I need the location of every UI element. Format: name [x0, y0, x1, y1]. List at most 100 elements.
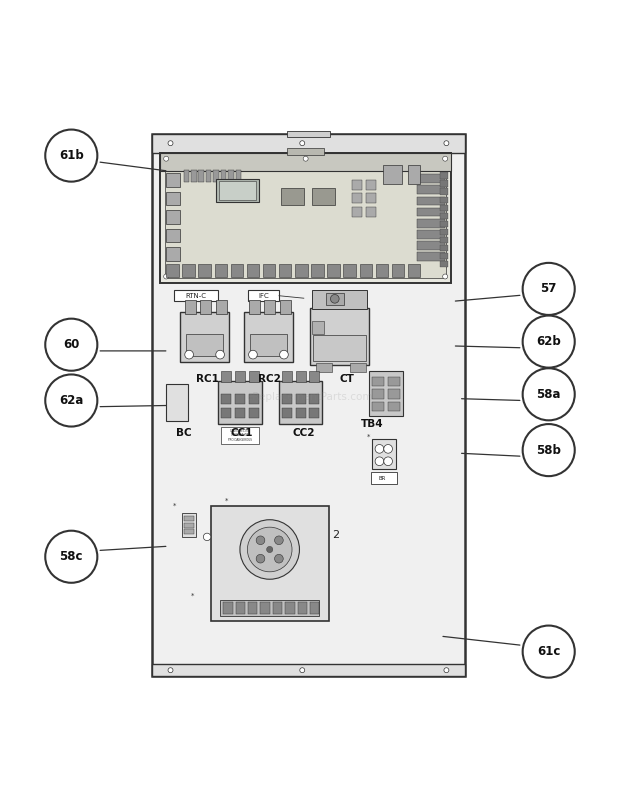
FancyBboxPatch shape — [296, 408, 306, 418]
Text: CT: CT — [340, 374, 355, 384]
FancyBboxPatch shape — [231, 264, 243, 276]
FancyBboxPatch shape — [213, 170, 219, 183]
FancyBboxPatch shape — [282, 408, 292, 418]
Text: 57: 57 — [541, 283, 557, 296]
Circle shape — [444, 668, 449, 673]
Circle shape — [300, 141, 305, 146]
Text: CC1: CC1 — [231, 429, 253, 438]
FancyBboxPatch shape — [221, 170, 226, 183]
Circle shape — [384, 457, 392, 465]
FancyBboxPatch shape — [174, 290, 218, 301]
Text: 62b: 62b — [536, 335, 561, 348]
FancyBboxPatch shape — [311, 264, 324, 276]
Circle shape — [256, 554, 265, 563]
FancyBboxPatch shape — [372, 377, 384, 386]
Circle shape — [523, 626, 575, 678]
Circle shape — [375, 457, 384, 465]
FancyBboxPatch shape — [166, 264, 179, 276]
FancyBboxPatch shape — [263, 264, 275, 276]
Text: 60: 60 — [63, 338, 79, 351]
FancyBboxPatch shape — [282, 394, 292, 405]
FancyBboxPatch shape — [312, 321, 324, 333]
Circle shape — [523, 368, 575, 421]
FancyBboxPatch shape — [166, 173, 180, 187]
Circle shape — [240, 520, 299, 579]
FancyBboxPatch shape — [200, 300, 211, 314]
FancyBboxPatch shape — [228, 170, 234, 183]
Circle shape — [384, 445, 392, 453]
FancyBboxPatch shape — [310, 308, 369, 364]
FancyBboxPatch shape — [417, 219, 445, 227]
Text: 61b: 61b — [59, 149, 84, 162]
FancyBboxPatch shape — [309, 371, 319, 382]
FancyBboxPatch shape — [352, 193, 362, 203]
Circle shape — [443, 156, 448, 161]
FancyBboxPatch shape — [371, 472, 397, 484]
FancyBboxPatch shape — [417, 230, 445, 239]
FancyBboxPatch shape — [417, 207, 445, 216]
Circle shape — [275, 554, 283, 563]
FancyBboxPatch shape — [372, 439, 396, 469]
FancyBboxPatch shape — [248, 602, 257, 614]
FancyBboxPatch shape — [247, 264, 259, 276]
FancyBboxPatch shape — [236, 170, 241, 183]
FancyBboxPatch shape — [295, 264, 308, 276]
Text: 61c: 61c — [537, 645, 560, 658]
Circle shape — [45, 319, 97, 371]
Circle shape — [267, 546, 273, 553]
Circle shape — [523, 424, 575, 476]
FancyBboxPatch shape — [223, 602, 232, 614]
FancyBboxPatch shape — [221, 408, 231, 418]
FancyBboxPatch shape — [218, 380, 262, 424]
FancyBboxPatch shape — [343, 264, 356, 276]
FancyBboxPatch shape — [221, 427, 259, 444]
FancyBboxPatch shape — [211, 506, 329, 621]
FancyBboxPatch shape — [166, 384, 188, 421]
FancyBboxPatch shape — [236, 602, 245, 614]
FancyBboxPatch shape — [417, 241, 445, 250]
Text: 2: 2 — [332, 529, 339, 540]
FancyBboxPatch shape — [369, 372, 403, 416]
Circle shape — [523, 263, 575, 315]
Text: TB4: TB4 — [361, 419, 383, 429]
FancyBboxPatch shape — [383, 165, 402, 183]
Circle shape — [45, 130, 97, 182]
FancyBboxPatch shape — [152, 664, 465, 676]
FancyBboxPatch shape — [440, 188, 448, 195]
FancyBboxPatch shape — [166, 229, 180, 243]
FancyBboxPatch shape — [408, 165, 420, 183]
Circle shape — [247, 527, 292, 572]
FancyBboxPatch shape — [440, 204, 448, 211]
Text: RC2: RC2 — [259, 374, 281, 384]
FancyBboxPatch shape — [216, 300, 227, 314]
FancyBboxPatch shape — [312, 290, 367, 308]
FancyBboxPatch shape — [235, 408, 245, 418]
Text: CAUTION LINE
VOLTAGE TIP
PRO DANGEROUS: CAUTION LINE VOLTAGE TIP PRO DANGEROUS — [228, 429, 252, 442]
FancyBboxPatch shape — [296, 394, 306, 405]
FancyBboxPatch shape — [264, 300, 275, 314]
FancyBboxPatch shape — [215, 264, 227, 276]
FancyBboxPatch shape — [219, 181, 256, 199]
Text: RTN-C: RTN-C — [185, 292, 206, 299]
FancyBboxPatch shape — [285, 602, 294, 614]
FancyBboxPatch shape — [182, 264, 195, 276]
FancyBboxPatch shape — [309, 394, 319, 405]
FancyBboxPatch shape — [220, 600, 319, 616]
Circle shape — [444, 141, 449, 146]
FancyBboxPatch shape — [166, 210, 180, 223]
FancyBboxPatch shape — [312, 188, 335, 205]
FancyBboxPatch shape — [440, 196, 448, 203]
Circle shape — [216, 350, 224, 359]
FancyBboxPatch shape — [191, 170, 197, 183]
FancyBboxPatch shape — [248, 290, 279, 301]
FancyBboxPatch shape — [366, 179, 376, 190]
FancyBboxPatch shape — [417, 196, 445, 205]
Circle shape — [203, 533, 211, 541]
Circle shape — [168, 668, 173, 673]
FancyBboxPatch shape — [165, 169, 446, 278]
FancyBboxPatch shape — [287, 147, 324, 155]
Circle shape — [280, 350, 288, 359]
Circle shape — [45, 374, 97, 427]
FancyBboxPatch shape — [388, 402, 400, 411]
FancyBboxPatch shape — [296, 371, 306, 382]
